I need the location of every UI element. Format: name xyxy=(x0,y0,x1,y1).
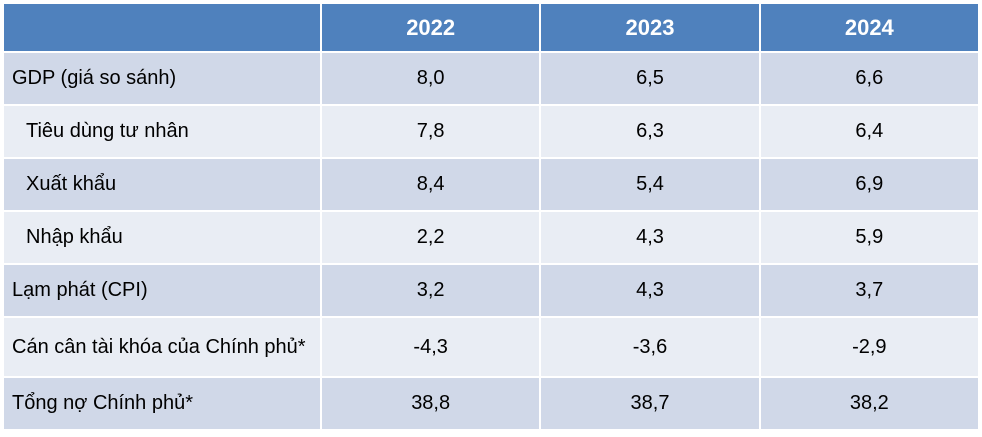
cell-value: 8,0 xyxy=(322,53,540,104)
cell-value: -4,3 xyxy=(322,318,540,376)
row-label: Tổng nợ Chính phủ* xyxy=(4,378,320,429)
table-row: Nhập khẩu 2,2 4,3 5,9 xyxy=(4,212,978,263)
table-row: Cán cân tài khóa của Chính phủ* -4,3 -3,… xyxy=(4,318,978,376)
row-label: Xuất khẩu xyxy=(4,159,320,210)
header-cell-empty xyxy=(4,4,320,51)
economic-indicators-table: 2022 2023 2024 GDP (giá so sánh) 8,0 6,5… xyxy=(2,2,980,431)
cell-value: 38,8 xyxy=(322,378,540,429)
table-row: Xuất khẩu 8,4 5,4 6,9 xyxy=(4,159,978,210)
row-label: GDP (giá so sánh) xyxy=(4,53,320,104)
cell-value: 2,2 xyxy=(322,212,540,263)
cell-value: 5,4 xyxy=(541,159,759,210)
header-cell-2024: 2024 xyxy=(760,4,978,51)
cell-value: 6,9 xyxy=(760,159,978,210)
cell-value: 7,8 xyxy=(322,106,540,157)
table-row: Tổng nợ Chính phủ* 38,8 38,7 38,2 xyxy=(4,378,978,429)
cell-value: 38,7 xyxy=(541,378,759,429)
row-label: Nhập khẩu xyxy=(4,212,320,263)
header-row: 2022 2023 2024 xyxy=(4,4,978,51)
cell-value: 4,3 xyxy=(541,265,759,316)
cell-value: 6,5 xyxy=(541,53,759,104)
cell-value: 4,3 xyxy=(541,212,759,263)
cell-value: 6,3 xyxy=(541,106,759,157)
cell-value: 38,2 xyxy=(760,378,978,429)
row-label: Cán cân tài khóa của Chính phủ* xyxy=(4,318,320,376)
cell-value: 6,4 xyxy=(760,106,978,157)
cell-value: -2,9 xyxy=(760,318,978,376)
table-row: Lạm phát (CPI) 3,2 4,3 3,7 xyxy=(4,265,978,316)
row-label: Tiêu dùng tư nhân xyxy=(4,106,320,157)
cell-value: 8,4 xyxy=(322,159,540,210)
header-cell-2023: 2023 xyxy=(541,4,759,51)
cell-value: 5,9 xyxy=(760,212,978,263)
table-row: GDP (giá so sánh) 8,0 6,5 6,6 xyxy=(4,53,978,104)
cell-value: 3,2 xyxy=(322,265,540,316)
cell-value: 6,6 xyxy=(760,53,978,104)
cell-value: 3,7 xyxy=(760,265,978,316)
header-cell-2022: 2022 xyxy=(322,4,540,51)
table-row: Tiêu dùng tư nhân 7,8 6,3 6,4 xyxy=(4,106,978,157)
row-label: Lạm phát (CPI) xyxy=(4,265,320,316)
cell-value: -3,6 xyxy=(541,318,759,376)
